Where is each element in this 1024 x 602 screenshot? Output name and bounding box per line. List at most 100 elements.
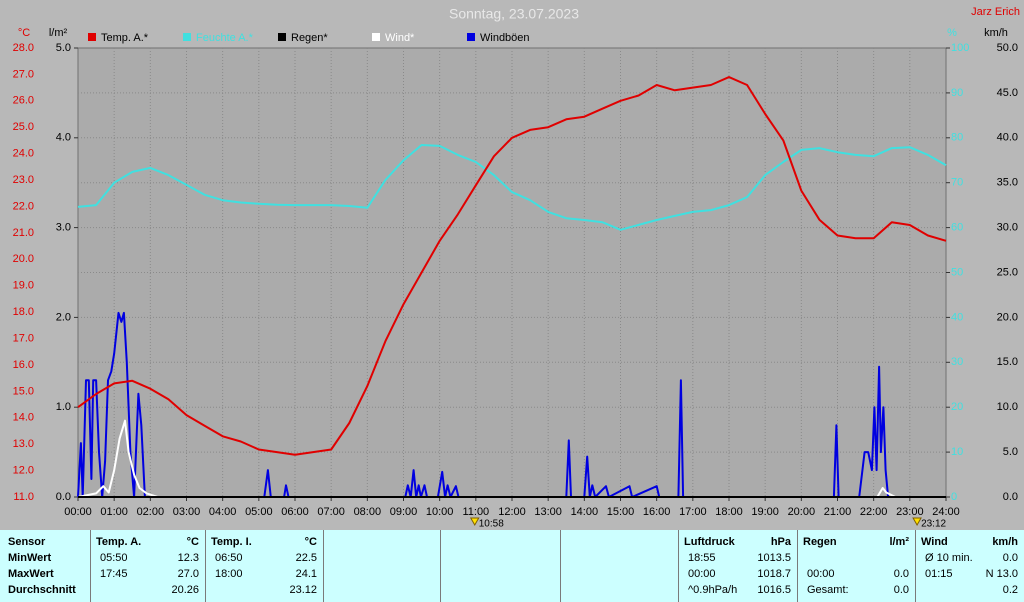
axis-label: °C bbox=[18, 27, 30, 39]
cell-time: 06:50 bbox=[215, 552, 243, 564]
y-tick-label: 40.0 bbox=[997, 132, 1018, 144]
legend-label: Windböen bbox=[480, 32, 530, 44]
cell-value: 0.0 bbox=[1002, 552, 1018, 564]
column-separator bbox=[915, 530, 916, 602]
legend-swatch bbox=[467, 33, 475, 41]
y-tick-label: 2.0 bbox=[56, 311, 71, 323]
y-tick-label: 27.0 bbox=[13, 68, 34, 80]
cell-value: N 13.0 bbox=[985, 568, 1018, 580]
x-tick-label: 11:00 bbox=[462, 506, 489, 518]
legend-label: Regen* bbox=[291, 32, 328, 44]
y-tick-label: 10.0 bbox=[997, 401, 1018, 413]
y-tick-label: 12.0 bbox=[13, 464, 34, 476]
x-tick-label: 23:00 bbox=[896, 506, 924, 518]
legend-swatch bbox=[278, 33, 286, 41]
annotation-label: 10:58 bbox=[479, 519, 504, 530]
cell-value: 1013.5 bbox=[757, 552, 791, 564]
annotation-label: 23:12 bbox=[921, 519, 946, 530]
row-label: MinWert bbox=[8, 552, 52, 564]
y-tick-label: 25.0 bbox=[997, 266, 1018, 278]
series-line bbox=[77, 76, 947, 456]
y-tick-label: 13.0 bbox=[13, 438, 34, 450]
x-tick-label: 22:00 bbox=[860, 506, 888, 518]
y-tick-label: 3.0 bbox=[56, 222, 71, 234]
legend-swatch bbox=[88, 33, 96, 41]
x-tick-label: 24:00 bbox=[932, 506, 960, 518]
y-tick-label: 5.0 bbox=[1003, 446, 1018, 458]
chart: Sonntag, 23.07.2023 Jarz Erich °C l/m² %… bbox=[13, 6, 1020, 530]
cell-value: 23.12 bbox=[289, 584, 317, 596]
cell-value: 0.0 bbox=[893, 584, 909, 596]
y-tick-label: 30.0 bbox=[997, 222, 1018, 234]
column-header: Wind bbox=[921, 536, 948, 548]
cell-time: 00:00 bbox=[688, 568, 716, 580]
column-header: Temp. A. bbox=[96, 536, 142, 548]
annotation-marker bbox=[469, 517, 480, 527]
legend-label: Temp. A.* bbox=[101, 32, 149, 44]
cell-value: 27.0 bbox=[177, 568, 199, 580]
row-label: MaxWert bbox=[8, 568, 54, 580]
cell-time: 17:45 bbox=[100, 568, 128, 580]
column-unit: hPa bbox=[770, 536, 791, 548]
y-tick-label: 20.0 bbox=[997, 311, 1018, 323]
y-tick-label: 15.0 bbox=[997, 356, 1018, 368]
y-tick-label: 80 bbox=[951, 132, 963, 144]
legend-label: Wind* bbox=[385, 32, 415, 44]
axis-label: % bbox=[947, 27, 957, 39]
y-tick-label: 22.0 bbox=[13, 200, 34, 212]
x-tick-label: 01:00 bbox=[100, 506, 128, 518]
column-header: Temp. I. bbox=[211, 536, 252, 548]
y-tick-label: 23.0 bbox=[13, 174, 34, 186]
y-tick-label: 26.0 bbox=[13, 95, 34, 107]
cell-time: 18:00 bbox=[215, 568, 243, 580]
x-tick-label: 03:00 bbox=[173, 506, 201, 518]
column-separator bbox=[560, 530, 561, 602]
y-tick-label: 16.0 bbox=[13, 359, 34, 371]
author: Jarz Erich bbox=[971, 6, 1020, 18]
cell-value: 24.1 bbox=[295, 568, 317, 580]
y-tick-label: 50.0 bbox=[997, 42, 1018, 54]
y-tick-label: 45.0 bbox=[997, 87, 1018, 99]
y-tick-label: 15.0 bbox=[13, 385, 34, 397]
cell-value: 0.0 bbox=[893, 568, 909, 580]
y-tick-label: 0.0 bbox=[56, 491, 71, 503]
axis-label: km/h bbox=[984, 27, 1008, 39]
y-tick-label: 50 bbox=[951, 266, 963, 278]
y-tick-label: 35.0 bbox=[997, 177, 1018, 189]
column-separator bbox=[90, 530, 91, 602]
x-tick-label: 06:00 bbox=[281, 506, 309, 518]
y-tick-label: 24.0 bbox=[13, 148, 34, 160]
y-tick-label: 40 bbox=[951, 311, 963, 323]
cell-time: Ø 10 min. bbox=[925, 552, 973, 564]
x-tick-label: 09:00 bbox=[390, 506, 418, 518]
y-tick-label: 5.0 bbox=[56, 42, 71, 54]
x-tick-label: 04:00 bbox=[209, 506, 237, 518]
legend-swatch bbox=[183, 33, 191, 41]
y-tick-label: 90 bbox=[951, 87, 963, 99]
x-tick-label: 02:00 bbox=[137, 506, 165, 518]
cell-time: Gesamt: bbox=[807, 584, 849, 596]
column-separator bbox=[678, 530, 679, 602]
cell-value: 1016.5 bbox=[757, 584, 791, 596]
x-tick-label: 12:00 bbox=[498, 506, 526, 518]
cell-time: ^0.9hPa/h bbox=[688, 584, 738, 596]
x-tick-label: 10:00 bbox=[426, 506, 454, 518]
x-tick-label: 08:00 bbox=[354, 506, 382, 518]
x-tick-label: 14:00 bbox=[571, 506, 599, 518]
annotation-marker bbox=[912, 517, 922, 527]
x-tick-label: 07:00 bbox=[317, 506, 345, 518]
y-tick-label: 10 bbox=[951, 446, 963, 458]
y-tick-label: 20.0 bbox=[13, 253, 34, 265]
y-tick-label: 14.0 bbox=[13, 412, 34, 424]
y-tick-label: 60 bbox=[951, 222, 963, 234]
x-tick-label: 13:00 bbox=[534, 506, 562, 518]
y-tick-label: 4.0 bbox=[56, 132, 71, 144]
row-label: Durchschnitt bbox=[8, 584, 76, 596]
y-tick-label: 11.0 bbox=[13, 491, 34, 503]
y-tick-label: 28.0 bbox=[13, 42, 34, 54]
y-tick-label: 20 bbox=[951, 401, 963, 413]
x-tick-label: 21:00 bbox=[824, 506, 852, 518]
column-unit: km/h bbox=[992, 536, 1018, 548]
x-tick-label: 05:00 bbox=[245, 506, 273, 518]
